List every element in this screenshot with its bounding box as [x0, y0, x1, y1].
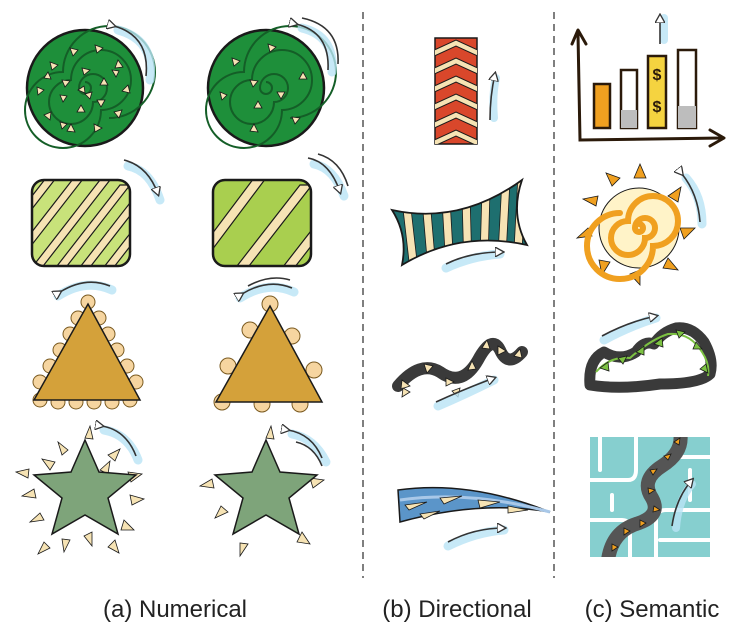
caption-directional: (b) Directional	[382, 596, 532, 623]
caption-numerical: (a) Numerical	[102, 596, 248, 623]
motion-arrow-icon	[443, 528, 509, 551]
spiral-circle-dense	[24, 25, 156, 149]
bumpy-triangle-dense	[32, 294, 144, 410]
mountain-trail	[584, 322, 717, 393]
bar-3	[646, 54, 668, 130]
dollar-sign-label: $	[653, 99, 662, 116]
rotation-arrow-icon	[58, 280, 117, 301]
bar-1	[592, 82, 612, 130]
striped-wave-ribbon	[390, 177, 529, 267]
spiky-star-sparse	[198, 424, 326, 558]
striped-square-sparse	[211, 178, 313, 268]
motion-arrow-icon	[671, 480, 696, 532]
rotation-arrow-icon	[288, 430, 331, 467]
rotation-arrow-icon	[682, 174, 707, 229]
caption-semantic: (c) Semantic	[584, 596, 720, 623]
map-road	[590, 437, 710, 557]
spiral-circle-sparse	[205, 25, 337, 149]
motion-arrow-icon	[433, 378, 499, 411]
motion-arrow-icon	[441, 252, 502, 273]
bumpy-triangle-sparse	[213, 295, 324, 413]
wiggly-arrow-path	[392, 338, 528, 398]
up-arrow-icon	[660, 16, 668, 44]
rotation-arrow-icon	[102, 426, 143, 465]
rotation-arrow-icon	[307, 153, 349, 201]
chevron-column	[434, 37, 478, 145]
sun-spiral	[575, 162, 696, 287]
dollar-sign-label: $	[653, 67, 662, 84]
sketch-bar-chart: $ $	[570, 28, 726, 148]
rotation-arrow-icon	[123, 159, 165, 205]
rotation-arrow-icon	[240, 277, 299, 303]
motion-arrow-icon	[599, 316, 661, 345]
striped-square-dense	[30, 178, 132, 268]
flowing-stream	[397, 486, 551, 523]
spiky-star-dense	[14, 424, 146, 555]
rotation-arrow-icon	[296, 17, 339, 77]
up-arrow-icon	[490, 74, 500, 122]
rotation-arrow-icon	[114, 26, 156, 85]
